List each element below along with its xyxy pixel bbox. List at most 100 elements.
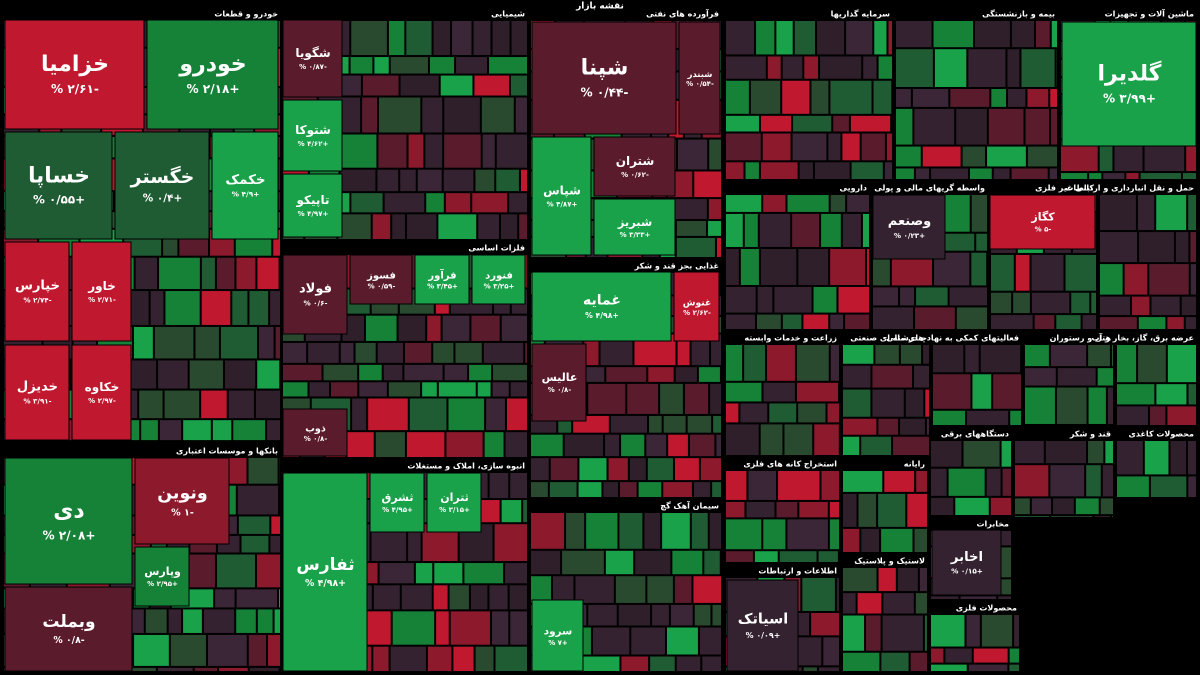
filler-tile: [877, 55, 894, 80]
stock-name: شتوکا: [295, 123, 331, 138]
filler-tile: [725, 550, 754, 564]
filler-tile: [715, 433, 723, 458]
filler-tile: [618, 512, 644, 550]
filler-tile: [620, 655, 650, 673]
filler-tile: [812, 285, 838, 314]
filler-tile: [363, 610, 392, 646]
filler-tile: [715, 236, 723, 258]
filler-tile: [667, 433, 689, 458]
filler-tile: [279, 256, 282, 291]
filler-tile: [880, 527, 914, 553]
filler-tile: [448, 584, 470, 611]
filler-tile: [915, 470, 928, 493]
filler-tile: [832, 114, 850, 133]
filler-tile: [1048, 167, 1059, 181]
filler-tile: [753, 550, 779, 564]
filler-tile: [578, 457, 608, 482]
filler-tile: [403, 341, 433, 364]
filler-tile: [749, 79, 782, 115]
sector: زراعت و خدمات وابسته: [725, 334, 841, 457]
filler-tile: [989, 496, 1012, 516]
filler-tile: [1055, 386, 1088, 425]
filler-tile: [755, 20, 776, 56]
filler-tile: [759, 114, 793, 133]
filler-tile: [474, 645, 495, 672]
stock-tile: [673, 271, 720, 342]
filler-tile: [1087, 440, 1105, 465]
filler-tile: [1006, 48, 1021, 88]
sector-label: شیمیایی: [491, 10, 525, 19]
stock-name: ثفارس: [296, 555, 354, 575]
stock-name: تاپیکو: [296, 193, 330, 208]
filler-tile: [669, 603, 694, 627]
filler-tile: [361, 74, 400, 97]
filler-tile: [675, 236, 716, 258]
sector-label: غذایی بجز قند و شکر: [634, 262, 719, 271]
filler-tile: [548, 481, 578, 498]
filler-tile: [1087, 386, 1107, 425]
filler-tile: [873, 20, 888, 56]
filler-tile: [373, 56, 390, 75]
filler-tile: [399, 168, 417, 193]
filler-tile: [1137, 344, 1167, 384]
filler-tile: [880, 651, 910, 673]
filler-tile: [932, 344, 965, 374]
filler-tile: [405, 213, 438, 240]
filler-tile: [1174, 231, 1190, 264]
filler-tile: [389, 56, 429, 75]
stock-change: % ۳/۹۹+: [1103, 91, 1156, 105]
stock-name: وبملت: [42, 612, 95, 632]
filler-tile: [872, 306, 915, 331]
filler-tile: [781, 313, 803, 331]
filler-tile: [215, 256, 236, 291]
filler-tile: [1055, 48, 1058, 88]
stock-change: % ۰/۸-: [53, 635, 84, 646]
filler-tile: [759, 423, 784, 457]
filler-tile: [1014, 253, 1031, 292]
stock-change: % ۴/۹۵+: [382, 506, 413, 514]
filler-tile: [1101, 464, 1115, 498]
filler-tile: [786, 194, 830, 213]
filler-tile: [845, 20, 874, 56]
filler-tile: [846, 194, 871, 213]
filler-tile: [387, 381, 422, 398]
filler-tile: [232, 419, 267, 442]
filler-tile: [944, 647, 973, 664]
filler-tile: [1009, 409, 1023, 427]
sector-label: اطلاعات و ارتباطات: [758, 567, 837, 576]
filler-tile: [990, 253, 1015, 292]
filler-tile: [308, 381, 330, 398]
filler-tile: [861, 212, 871, 248]
stock-tile: [531, 21, 677, 135]
filler-tile: [1049, 464, 1086, 498]
filler-tile: [930, 647, 945, 664]
stock-tile: [4, 457, 133, 585]
filler-tile: [842, 492, 858, 528]
filler-tile: [882, 592, 915, 615]
filler-tile: [267, 633, 282, 667]
filler-tile: [1008, 663, 1021, 672]
filler-tile: [1026, 145, 1058, 168]
filler-tile: [895, 167, 915, 181]
stock-name: خساپا: [28, 163, 90, 188]
filler-tile: [688, 433, 716, 458]
sector: مخابرات اخابر % ۰/۱۵+: [930, 520, 1013, 601]
stock-tile: [134, 457, 230, 545]
sector: محصولات کاغذی: [1116, 430, 1197, 499]
filler-tile: [339, 133, 378, 169]
filler-tile: [877, 417, 900, 436]
filler-tile: [1166, 405, 1197, 426]
filler-tile: [1008, 647, 1020, 664]
filler-tile: [947, 467, 986, 497]
filler-tile: [1155, 194, 1188, 232]
filler-tile: [1050, 107, 1059, 146]
filler-tile: [707, 220, 723, 237]
filler-tile: [739, 402, 769, 424]
filler-tile: [725, 402, 740, 424]
filler-tile: [485, 397, 506, 432]
stock-tile: [726, 579, 799, 672]
filler-tile: [495, 168, 520, 193]
filler-tile: [350, 192, 384, 214]
filler-tile: [1102, 172, 1126, 181]
filler-tile: [651, 603, 670, 627]
